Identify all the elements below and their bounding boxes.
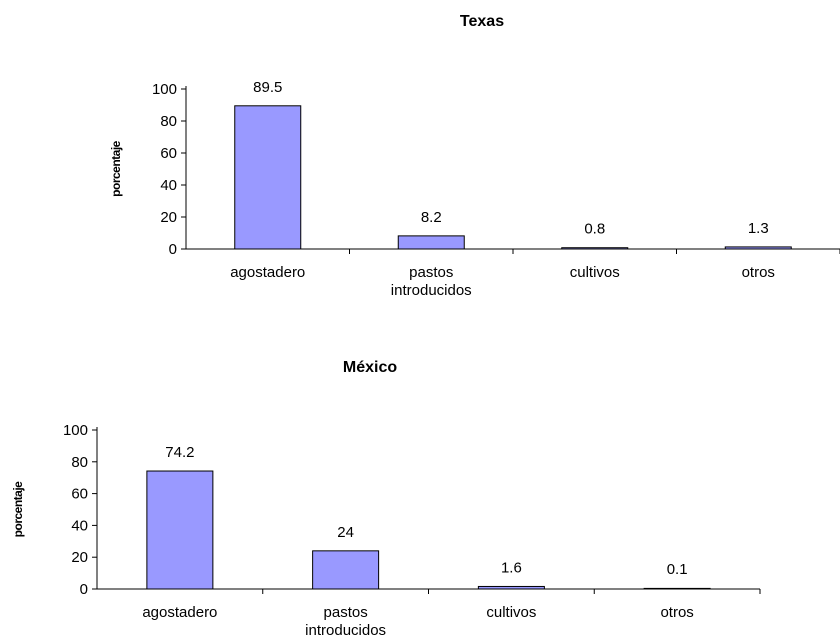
category-label: otros: [742, 264, 775, 281]
y-tick-label: 100: [63, 422, 88, 439]
y-tick-label: 100: [152, 81, 177, 98]
data-label: 1.3: [748, 220, 769, 237]
y-tick-label: 0: [80, 581, 88, 598]
bar: [477, 585, 545, 590]
y-axis-label: porcentaje: [109, 140, 123, 197]
y-tick-label: 60: [71, 486, 88, 503]
data-label: 0.1: [667, 561, 688, 578]
y-tick-label: 60: [160, 145, 177, 162]
y-axis-label: porcentaje: [11, 481, 25, 538]
category-label: cultivos: [570, 264, 620, 281]
category-label: introducidos: [391, 282, 472, 299]
data-label: 0.8: [584, 221, 605, 238]
category-label: agostadero: [142, 604, 217, 621]
bar: [234, 105, 302, 250]
category-label: pastos: [409, 264, 453, 281]
bar: [561, 247, 629, 250]
bar: [643, 587, 711, 590]
bar: [146, 470, 214, 590]
chart-mexico: México porcentaje 0 20 40 60 80 100 74.2 agostade…: [11, 359, 761, 639]
bar: [397, 235, 465, 250]
category-label: cultivos: [486, 604, 536, 621]
category-label: agostadero: [230, 264, 305, 281]
category-label: otros: [660, 604, 693, 621]
bar: [312, 550, 380, 590]
y-tick-label: 20: [71, 549, 88, 566]
y-tick-label: 20: [160, 209, 177, 226]
data-label: 74.2: [165, 444, 194, 461]
y-tick-label: 40: [160, 177, 177, 194]
data-label: 1.6: [501, 559, 522, 576]
y-tick-label: 40: [71, 517, 88, 534]
y-tick-label: 0: [169, 241, 177, 258]
chart-title: México: [343, 359, 397, 376]
data-label: 8.2: [421, 209, 442, 226]
chart-title: Texas: [460, 13, 504, 30]
data-label: 24: [337, 524, 354, 541]
y-tick-label: 80: [160, 113, 177, 130]
chart-texas: Texas porcentaje 0 20 40 60 80 100 89.5 agostader…: [109, 13, 840, 299]
y-tick-label: 80: [71, 454, 88, 471]
bar: [724, 246, 792, 250]
category-label: introducidos: [305, 622, 386, 639]
category-label: pastos: [324, 604, 368, 621]
data-label: 89.5: [253, 79, 282, 96]
